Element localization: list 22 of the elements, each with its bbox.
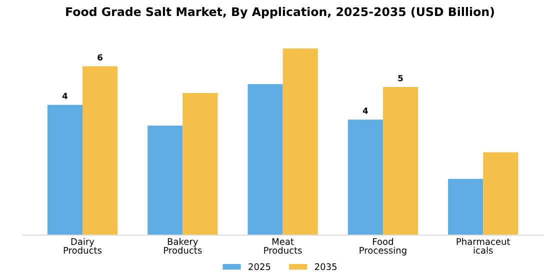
data-label: 6 xyxy=(98,54,102,61)
bar xyxy=(82,66,118,236)
x-tick-label: Food Processing xyxy=(360,238,406,256)
bar xyxy=(483,152,518,236)
bar xyxy=(248,84,283,236)
data-label: 4 xyxy=(362,108,368,114)
bar xyxy=(47,104,82,236)
legend-label: 2025 xyxy=(248,263,270,270)
bar xyxy=(282,48,318,236)
x-tick-label: Bakery Products xyxy=(164,238,202,254)
legend-label: 2035 xyxy=(314,263,336,270)
x-tick-label: Pharmaceut icals xyxy=(456,238,510,254)
bar xyxy=(148,126,183,236)
data-label: 4 xyxy=(62,92,68,99)
bar xyxy=(448,178,484,236)
data-label: 5 xyxy=(398,75,403,82)
bar xyxy=(182,92,218,236)
x-tick-label: Meat Products xyxy=(264,238,302,254)
chart-title: Food Grade Salt Market, By Application, 2025-2035 (USD Billion) xyxy=(66,7,494,19)
x-tick-label: Dairy Products xyxy=(64,238,102,254)
bar xyxy=(382,87,418,236)
bar xyxy=(348,120,383,236)
